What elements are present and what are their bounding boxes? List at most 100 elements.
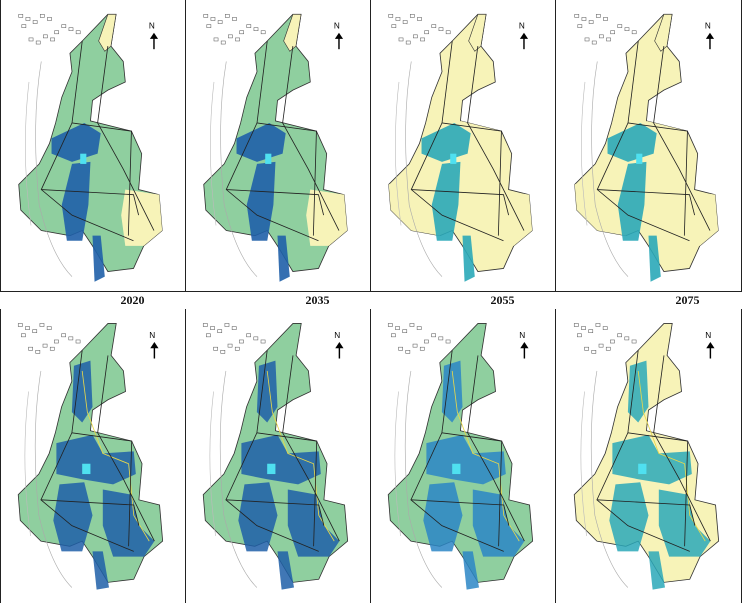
blue-zone (92, 551, 110, 590)
contour-line (405, 61, 443, 277)
map-panel-2020-top: N (0, 0, 185, 292)
scenario-map: N (574, 13, 719, 282)
building-sketch (388, 14, 394, 18)
year-label-2075: 2075 (675, 293, 700, 307)
building-sketch (577, 333, 582, 338)
contour-line (590, 370, 629, 588)
building-sketch (588, 20, 594, 24)
building-sketch (39, 323, 45, 327)
building-sketch (21, 333, 26, 338)
building-sketch (220, 350, 226, 354)
blue-zone (277, 551, 295, 590)
building-sketch (595, 323, 601, 327)
map-panel-2055-top: N (370, 0, 555, 292)
yellow-zone (646, 120, 692, 175)
building-sketch (28, 37, 34, 42)
building-sketch (18, 14, 24, 18)
map-panel-2035-top: N (185, 0, 370, 292)
blue-zone (421, 122, 471, 162)
building-sketch (206, 24, 212, 28)
year-label-2035: 2035 (305, 293, 330, 307)
scenario-map: N (202, 323, 349, 590)
contour-line (209, 391, 216, 536)
network-line (410, 499, 510, 526)
building-sketch (445, 30, 451, 35)
contour-line (24, 391, 31, 536)
building-sketch (246, 333, 251, 338)
building-sketch (68, 27, 74, 31)
network-line (40, 499, 140, 526)
contour-line (219, 370, 258, 588)
building-sketch (239, 30, 244, 35)
building-sketch (49, 346, 55, 351)
building-sketch (260, 339, 266, 344)
building-sketch (228, 34, 233, 39)
blue-zone (71, 360, 93, 423)
blue-zone (423, 482, 463, 552)
building-sketch (231, 326, 237, 330)
network-line (467, 355, 525, 542)
network-line (282, 46, 340, 231)
building-sketch (202, 323, 208, 327)
row-divider (0, 291, 742, 292)
building-sketch (405, 350, 411, 354)
building-sketch (573, 323, 579, 327)
building-sketch (253, 336, 259, 341)
north-label: N (149, 22, 155, 31)
building-sketch (206, 333, 211, 338)
blue-zone (56, 434, 136, 485)
blue-zone (648, 551, 666, 590)
building-sketch (32, 329, 38, 333)
blue-zone (256, 360, 278, 423)
stream-line (266, 370, 335, 542)
building-sketch (599, 34, 604, 39)
building-sketch (43, 34, 48, 39)
network-line (40, 350, 134, 552)
building-sketch (68, 336, 74, 341)
building-sketch (598, 343, 604, 348)
north-label: N (705, 331, 711, 340)
building-sketch (239, 339, 244, 344)
building-sketch (232, 17, 237, 21)
network-line (627, 122, 688, 236)
panel-border (0, 0, 1, 292)
blue-zone (92, 235, 105, 282)
yellow-zone (677, 189, 719, 246)
blue-zone (287, 489, 340, 557)
network-line (411, 189, 510, 216)
building-sketch (387, 323, 393, 327)
cyan-patch (638, 463, 647, 475)
panel-divider (370, 309, 371, 603)
blue-zone (658, 489, 711, 557)
building-sketch (617, 333, 622, 338)
panel-divider (185, 309, 186, 603)
building-sketch (405, 40, 411, 45)
scenario-map: N (573, 323, 720, 590)
network-line (71, 432, 133, 547)
north-arrow-icon (519, 32, 529, 39)
contour-line (220, 61, 258, 277)
network-line (441, 432, 503, 547)
north-label: N (519, 331, 525, 340)
blue-zone (241, 434, 321, 485)
panel-divider (555, 309, 556, 603)
building-sketch (398, 37, 404, 42)
building-sketch (25, 17, 31, 21)
scenario-map: N (18, 13, 163, 282)
blue-zone (61, 161, 91, 241)
building-sketch (431, 24, 437, 28)
yellow-zone (306, 189, 348, 246)
cyan-patch (450, 153, 457, 164)
map-panel-2035-bottom: N (185, 309, 370, 603)
building-sketch (577, 24, 583, 28)
network-line (653, 355, 711, 542)
year-labels: 2020 2035 2055 2075 (0, 292, 742, 309)
building-sketch (424, 30, 429, 35)
building-sketch (591, 40, 597, 45)
contour-line (591, 61, 629, 277)
building-sketch (224, 14, 230, 18)
panel-divider (555, 0, 556, 292)
building-sketch (50, 37, 55, 42)
north-arrow-icon (706, 342, 715, 349)
building-sketch (235, 37, 240, 42)
